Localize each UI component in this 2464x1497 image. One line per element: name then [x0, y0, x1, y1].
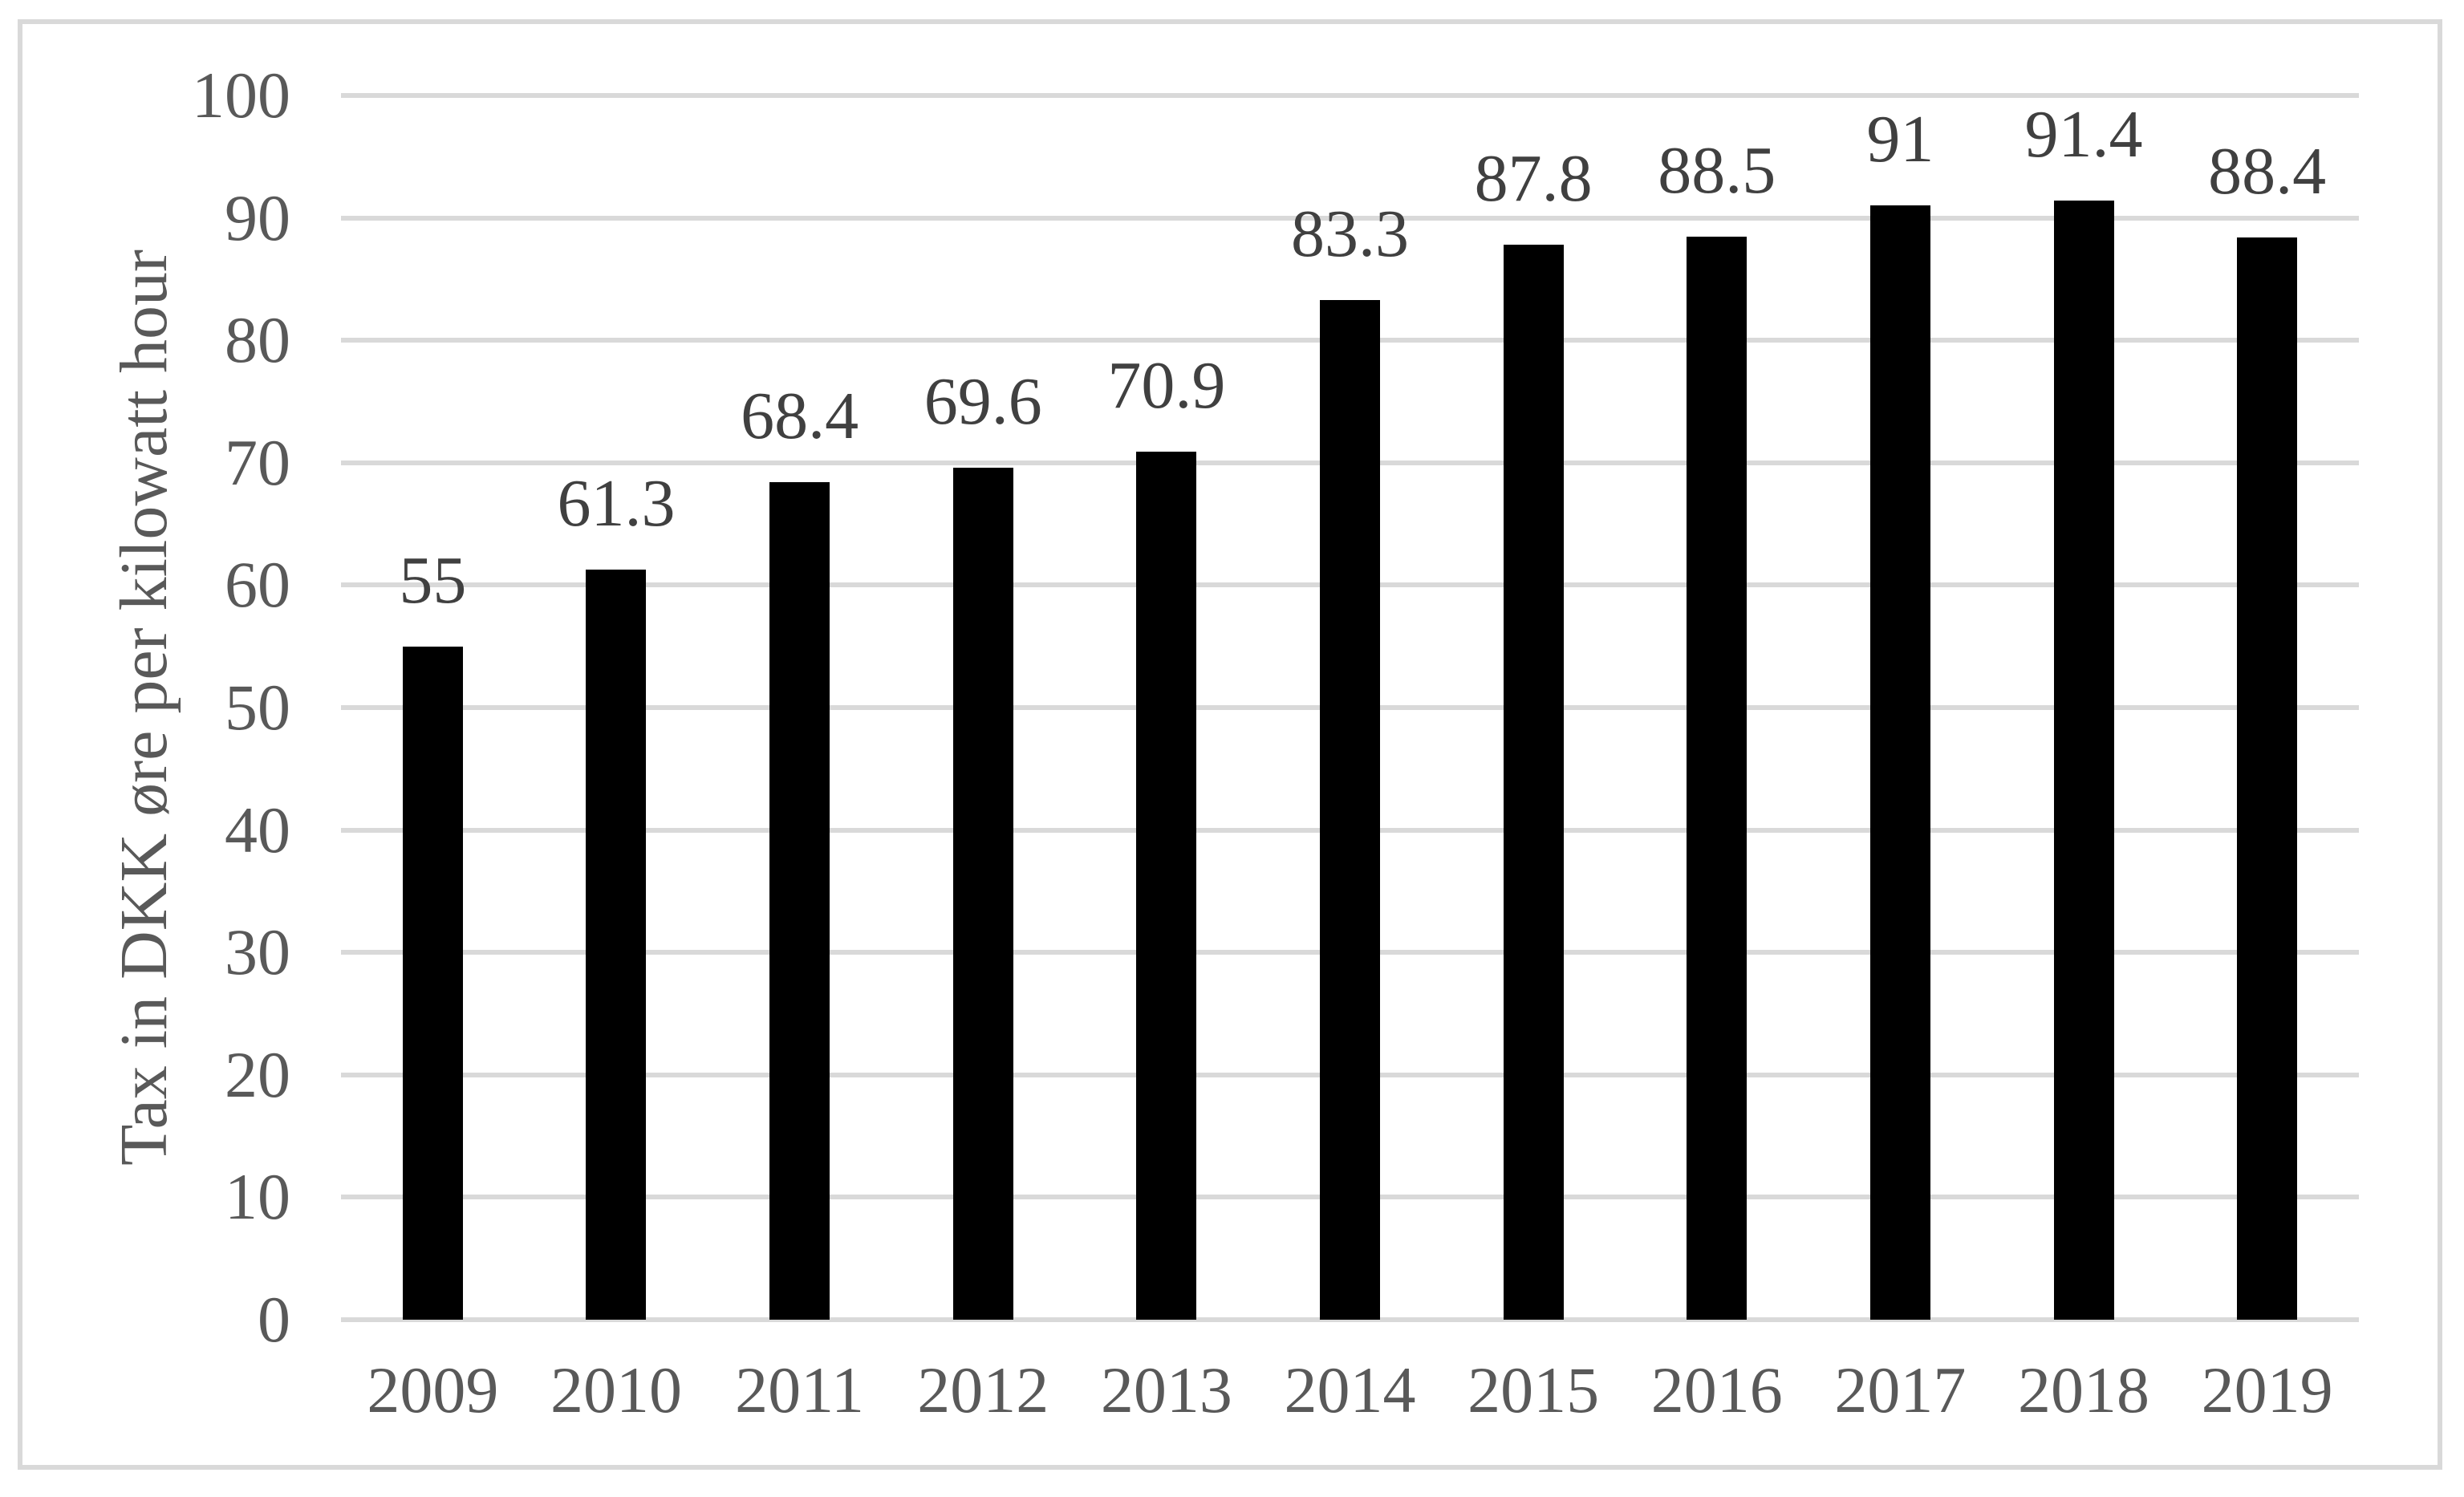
data-label-2012: 69.6: [923, 363, 1042, 439]
y-axis-tick-label: 0: [258, 1283, 290, 1356]
bar-2018: [2053, 201, 2114, 1320]
bar-2015: [1503, 245, 1564, 1320]
data-label-2009: 55: [399, 542, 467, 618]
y-axis-tick-label: 70: [225, 425, 290, 499]
bar-2012: [952, 467, 1013, 1320]
y-axis-tick-label: 20: [225, 1037, 290, 1111]
y-axis-tick-label: 40: [225, 793, 290, 866]
bar-2014: [1320, 299, 1380, 1320]
gridline: [341, 93, 2359, 98]
y-axis-tick-label: 90: [225, 181, 290, 254]
bar-2016: [1687, 236, 1748, 1320]
bar-2010: [586, 569, 647, 1320]
bar-2019: [2237, 237, 2298, 1320]
chart-outer-border: [18, 19, 2442, 1470]
y-axis-tick-label: 60: [225, 548, 290, 622]
data-label-2019: 88.4: [2208, 134, 2327, 209]
y-axis-tick-label: 50: [225, 671, 290, 744]
y-axis-tick-label: 100: [192, 59, 290, 132]
plot-area: 55 61.3 68.4 69.6 70.9 83.3 87.8 88.5 91 91.4 88.4: [341, 93, 2359, 1322]
data-label-2015: 87.8: [1474, 141, 1593, 217]
y-axis-tick-labels: 0 10 20 30 40 50 60 70 80 90 100: [0, 0, 290, 1497]
data-label-2018: 91.4: [2024, 97, 2143, 172]
y-axis-tick-label: 80: [225, 303, 290, 377]
bar-2017: [1869, 205, 1930, 1320]
x-axis-line: [341, 1317, 2359, 1322]
bar-2013: [1136, 452, 1197, 1320]
bar-2011: [769, 482, 830, 1320]
y-axis-tick-label: 30: [225, 915, 290, 989]
data-label-2011: 68.4: [741, 379, 859, 454]
bar-2009: [402, 646, 463, 1320]
data-label-2016: 88.5: [1658, 132, 1776, 208]
data-label-2013: 70.9: [1107, 348, 1226, 424]
data-label-2010: 61.3: [557, 465, 676, 541]
data-label-2014: 83.3: [1291, 196, 1409, 271]
y-axis-tick-label: 10: [225, 1160, 290, 1234]
data-label-2017: 91: [1866, 102, 1934, 177]
gridline: [341, 215, 2359, 221]
